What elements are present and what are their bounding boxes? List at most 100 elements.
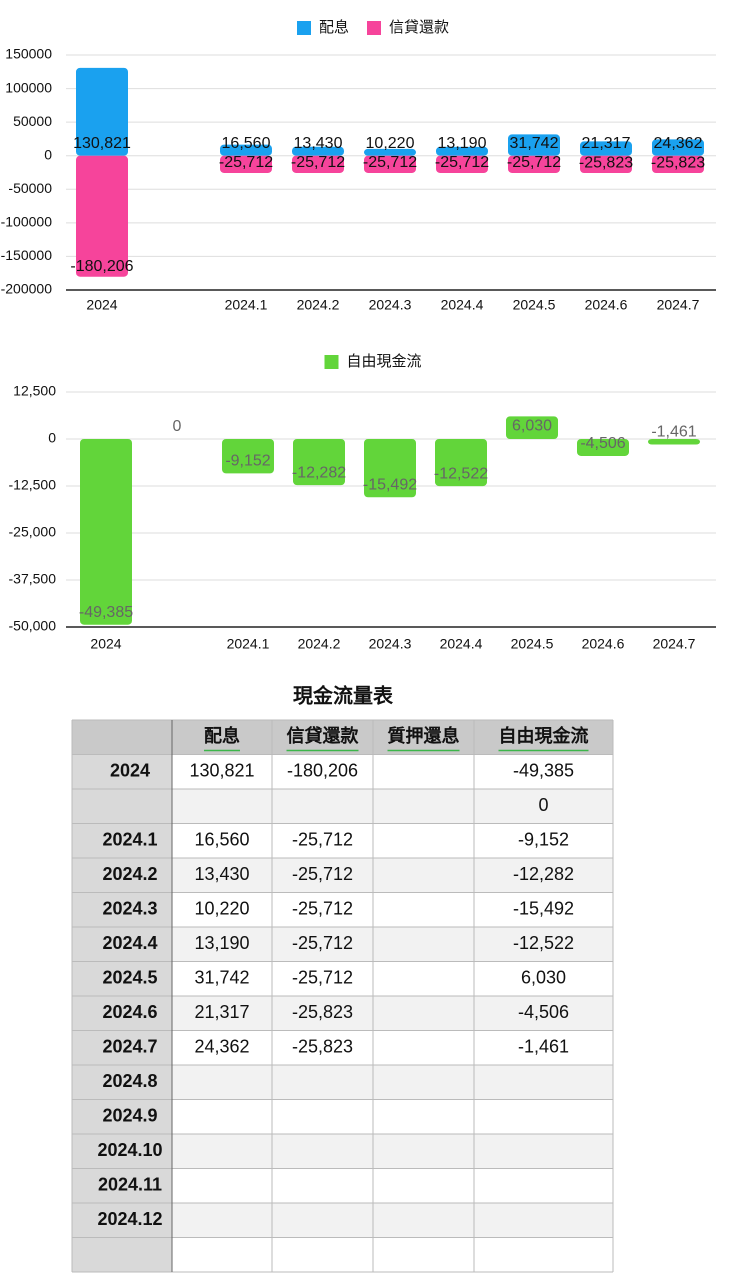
table-row: 2024 130,821 -180,206 -49,385 — [72, 754, 613, 789]
x-tick-label: 2024.7 — [657, 297, 700, 313]
x-tick-label: 2024.2 — [298, 636, 341, 652]
data-label: 130,821 — [73, 135, 131, 152]
data-label: -25,712 — [291, 154, 345, 171]
table-cell: -12,522 — [513, 933, 574, 953]
column-header: 配息 — [204, 725, 240, 746]
table-cell: -49,385 — [513, 761, 574, 781]
x-tick-label: 2024.1 — [225, 297, 268, 313]
data-label: -4,506 — [580, 435, 625, 452]
data-label: -49,385 — [79, 604, 133, 621]
table-row: 2024.10 — [72, 1134, 613, 1169]
table-cell: 130,821 — [189, 761, 254, 781]
data-label: 13,190 — [438, 135, 487, 152]
table-cell: 13,430 — [194, 864, 249, 884]
row-bg — [172, 1203, 613, 1238]
row-label: 2024.7 — [102, 1037, 157, 1057]
column-header: 質押還息 — [388, 725, 460, 746]
row-label-bg — [72, 823, 172, 858]
y-tick-label: 100000 — [5, 79, 52, 95]
table-cell: -180,206 — [287, 761, 358, 781]
row-label: 2024.12 — [97, 1209, 162, 1229]
column-header: 信貸還款 — [287, 725, 360, 746]
row-bg — [172, 858, 613, 893]
data-label: 13,430 — [294, 135, 343, 152]
table-row: 2024.6 21,317 -25,823 -4,506 — [72, 996, 613, 1031]
table-row: 2024.2 13,430 -25,712 -12,282 — [72, 858, 613, 893]
y-tick-label: -50000 — [8, 180, 52, 196]
row-label: 2024.11 — [98, 1175, 162, 1195]
y-tick-label: -150000 — [1, 247, 53, 263]
column-header: 自由現金流 — [499, 725, 589, 746]
data-label: -25,712 — [219, 154, 273, 171]
row-label: 2024 — [110, 761, 150, 781]
row-label-bg — [72, 858, 172, 893]
table-cell: -4,506 — [518, 1002, 569, 1022]
y-tick-label: -50,000 — [9, 618, 57, 634]
row-bg — [172, 1134, 613, 1169]
bar — [292, 146, 344, 156]
bar — [436, 155, 488, 173]
header-bg — [72, 720, 613, 755]
table-cell: -25,712 — [292, 968, 353, 988]
table-row: 2024.11 — [72, 1168, 613, 1203]
bar — [652, 139, 704, 156]
y-tick-label: -12,500 — [9, 477, 57, 493]
row-bg — [172, 754, 613, 789]
table-cell: 24,362 — [194, 1037, 249, 1057]
table-cell: 0 — [538, 795, 548, 815]
data-label: -25,823 — [651, 154, 705, 171]
bar — [293, 439, 345, 486]
table-row: 0 — [72, 789, 613, 824]
data-label: 21,317 — [582, 135, 631, 152]
row-label-bg — [72, 996, 172, 1031]
table-row: 2024.5 31,742 -25,712 6,030 — [72, 961, 613, 996]
data-label: 16,560 — [222, 135, 271, 152]
row-label-bg — [72, 1065, 172, 1100]
bar — [76, 155, 128, 277]
table-row: 2024.9 — [72, 1099, 613, 1134]
table-cell: 21,317 — [194, 1002, 249, 1022]
row-bg — [172, 1168, 613, 1203]
data-label: 10,220 — [366, 135, 415, 152]
bar — [76, 67, 128, 156]
table-row — [72, 1237, 613, 1272]
row-label-bg — [72, 892, 172, 927]
table-cell: -15,492 — [513, 899, 574, 919]
row-label-bg — [72, 1168, 172, 1203]
row-label: 2024.4 — [102, 933, 157, 953]
x-tick-label: 2024.3 — [369, 297, 412, 313]
table-title: 現金流量表 — [293, 683, 394, 707]
x-tick-label: 2024.5 — [511, 636, 554, 652]
row-bg — [172, 927, 613, 962]
bar — [506, 416, 558, 439]
row-label-bg — [72, 927, 172, 962]
y-tick-label: -37,500 — [9, 571, 57, 587]
x-tick-label: 2024 — [90, 636, 121, 652]
x-tick-label: 2024.5 — [513, 297, 556, 313]
table-row: 2024.4 13,190 -25,712 -12,522 — [72, 927, 613, 962]
data-label: -15,492 — [363, 476, 417, 493]
row-label: 2024.9 — [102, 1106, 157, 1126]
row-label-bg — [72, 754, 172, 789]
x-tick-label: 2024.1 — [227, 636, 270, 652]
table-cell: -25,823 — [292, 1037, 353, 1057]
row-label: 2024.5 — [102, 968, 157, 988]
table-cell: -12,282 — [513, 864, 574, 884]
data-label: 6,030 — [512, 418, 552, 435]
row-label: 2024.3 — [102, 899, 157, 919]
x-tick-label: 2024 — [86, 297, 117, 313]
y-tick-label: 50000 — [13, 113, 52, 129]
legend-label: 自由現金流 — [347, 353, 422, 370]
x-tick-label: 2024.6 — [585, 297, 628, 313]
data-label: 31,742 — [510, 135, 559, 152]
table-cell: -25,823 — [292, 1002, 353, 1022]
y-tick-label: -100000 — [1, 214, 53, 230]
row-label: 2024.10 — [97, 1140, 162, 1160]
legend-label: 信貸還款 — [389, 19, 449, 36]
data-label: -25,712 — [363, 154, 417, 171]
row-label-bg — [72, 961, 172, 996]
row-label: 2024.1 — [102, 830, 157, 850]
table-cell: -25,712 — [292, 933, 353, 953]
x-tick-label: 2024.6 — [582, 636, 625, 652]
